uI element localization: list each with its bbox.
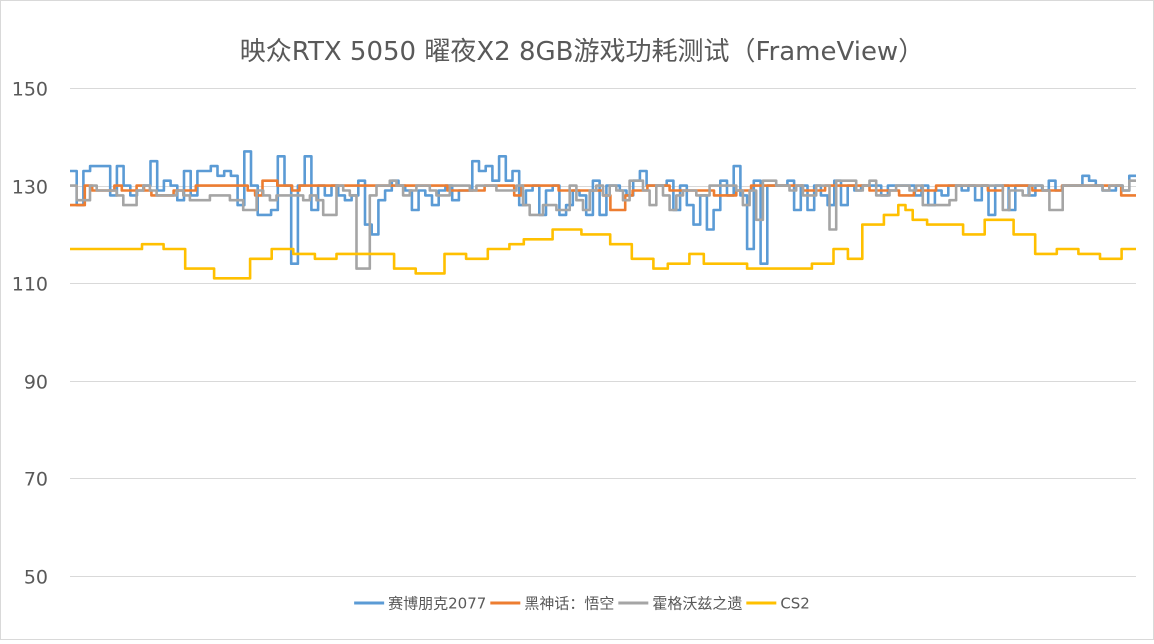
legend-item-1: 黑神话：悟空 [490, 595, 614, 613]
y-tick-label-50: 50 [24, 567, 48, 589]
legend-label-1: 黑神话：悟空 [524, 595, 614, 613]
legend: 赛博朋克2077 黑神话：悟空 霍格沃兹之遗 CS2 [354, 595, 810, 613]
legend-label-3: CS2 [780, 595, 810, 613]
y-tick-label-130: 130 [12, 177, 48, 199]
series-lines [70, 150, 1136, 280]
legend-item-3: CS2 [746, 595, 810, 613]
y-tick-label-90: 90 [24, 372, 48, 394]
legend-item-0: 赛博朋克2077 [354, 595, 486, 613]
series-line-0 [70, 150, 1136, 265]
y-tick-label-150: 150 [12, 79, 48, 101]
y-tick-label-110: 110 [12, 274, 48, 296]
legend-label-0: 赛博朋克2077 [388, 595, 486, 613]
legend-label-2: 霍格沃兹之遗 [652, 595, 742, 613]
legend-item-2: 霍格沃兹之遗 [618, 595, 742, 613]
chart-title: 映众RTX 5050 曜夜X2 8GB游戏功耗测试（FrameView） [240, 37, 924, 67]
series-line-3 [70, 203, 1136, 280]
series-line-2 [70, 179, 1136, 270]
y-axis-tick-labels: 150 130 110 90 70 50 [12, 79, 48, 589]
y-tick-label-70: 70 [24, 469, 48, 491]
